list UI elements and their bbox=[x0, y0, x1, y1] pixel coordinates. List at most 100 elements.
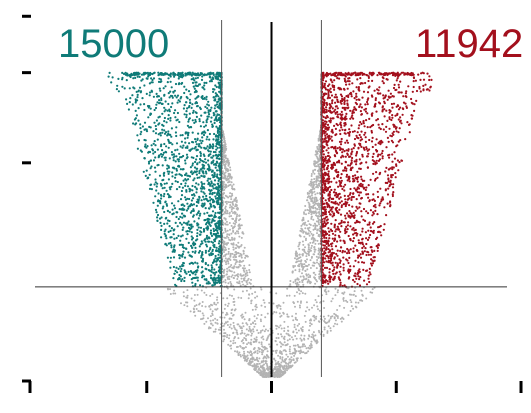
ns-point bbox=[318, 309, 321, 312]
ns-point bbox=[302, 243, 305, 246]
ns-point bbox=[316, 192, 319, 195]
ns-point bbox=[267, 335, 270, 338]
ns-point bbox=[308, 226, 311, 229]
ns-point bbox=[233, 258, 236, 261]
ns-point bbox=[222, 183, 225, 186]
down-point bbox=[180, 267, 183, 270]
ns-point bbox=[302, 351, 305, 354]
ns-point bbox=[292, 338, 295, 341]
down-point bbox=[176, 94, 180, 97]
ns-point bbox=[260, 288, 263, 291]
ns-point bbox=[334, 319, 337, 322]
down-point bbox=[174, 94, 177, 97]
down-point bbox=[195, 81, 198, 84]
ns-point bbox=[222, 297, 225, 300]
down-point bbox=[183, 276, 186, 279]
ns-point bbox=[298, 234, 301, 237]
down-point bbox=[152, 152, 155, 155]
ns-point bbox=[303, 235, 306, 238]
down-point bbox=[219, 256, 222, 259]
down-point bbox=[206, 228, 209, 231]
ns-point bbox=[234, 274, 237, 277]
ns-point bbox=[322, 315, 325, 318]
ns-point bbox=[232, 212, 234, 214]
ns-point bbox=[230, 344, 232, 347]
up-point bbox=[330, 245, 333, 248]
ns-point bbox=[295, 331, 298, 334]
down-point bbox=[172, 212, 175, 215]
down-point bbox=[215, 145, 218, 148]
down-point bbox=[184, 159, 187, 162]
down-point bbox=[206, 179, 209, 182]
down-point bbox=[132, 122, 135, 125]
ns-point bbox=[273, 372, 276, 374]
down-point bbox=[217, 224, 220, 227]
up-point bbox=[383, 108, 386, 111]
down-point bbox=[195, 155, 199, 158]
down-point bbox=[175, 119, 178, 122]
down-point bbox=[214, 104, 217, 107]
ns-point bbox=[309, 318, 312, 321]
down-point bbox=[216, 169, 219, 172]
ns-point bbox=[268, 343, 271, 346]
down-point bbox=[149, 159, 153, 162]
ns-point bbox=[230, 224, 233, 227]
ns-point bbox=[359, 299, 362, 302]
ns-point bbox=[261, 364, 264, 367]
down-point bbox=[192, 209, 195, 212]
down-point bbox=[217, 192, 220, 195]
down-point bbox=[187, 220, 190, 223]
up-point bbox=[379, 127, 382, 131]
down-point bbox=[168, 110, 171, 113]
ns-point bbox=[231, 252, 234, 255]
ns-point bbox=[233, 277, 235, 280]
down-point bbox=[217, 250, 220, 253]
down-point bbox=[195, 182, 198, 185]
ns-point bbox=[294, 316, 297, 319]
up-point bbox=[367, 196, 370, 199]
ns-point bbox=[244, 275, 247, 278]
ns-point bbox=[306, 208, 309, 211]
ns-point bbox=[232, 342, 235, 345]
down-point bbox=[206, 211, 209, 214]
down-point bbox=[207, 163, 210, 166]
down-point bbox=[188, 142, 191, 145]
ns-point bbox=[264, 328, 267, 331]
ns-point bbox=[242, 283, 245, 286]
down-point bbox=[205, 234, 209, 237]
ns-point bbox=[328, 319, 331, 322]
down-point bbox=[191, 250, 194, 253]
down-point bbox=[164, 201, 167, 204]
up-point bbox=[359, 121, 362, 124]
down-point bbox=[167, 102, 170, 106]
down-point bbox=[213, 268, 216, 271]
ns-point bbox=[237, 241, 240, 244]
down-point bbox=[174, 160, 177, 163]
ns-point bbox=[312, 184, 315, 187]
down-point bbox=[168, 211, 171, 214]
ns-point bbox=[226, 277, 229, 280]
ns-point bbox=[232, 246, 235, 249]
down-point bbox=[212, 232, 215, 236]
up-point bbox=[410, 114, 413, 117]
ns-point bbox=[371, 288, 374, 291]
down-point bbox=[219, 106, 222, 109]
ns-point bbox=[249, 360, 252, 363]
up-point bbox=[353, 137, 357, 141]
ns-point bbox=[272, 302, 275, 305]
ns-point bbox=[325, 322, 328, 325]
ns-point bbox=[288, 338, 291, 341]
ns-point bbox=[256, 356, 258, 359]
ns-point bbox=[230, 327, 233, 330]
ns-point bbox=[227, 181, 229, 184]
down-point bbox=[166, 170, 169, 173]
ns-point bbox=[224, 254, 227, 257]
down-point bbox=[191, 111, 195, 114]
down-point bbox=[191, 193, 194, 197]
down-point bbox=[163, 110, 166, 113]
ns-point bbox=[254, 291, 257, 294]
ns-point bbox=[350, 305, 353, 308]
ns-point bbox=[243, 337, 246, 339]
down-point bbox=[211, 147, 214, 150]
down-point bbox=[139, 103, 142, 106]
